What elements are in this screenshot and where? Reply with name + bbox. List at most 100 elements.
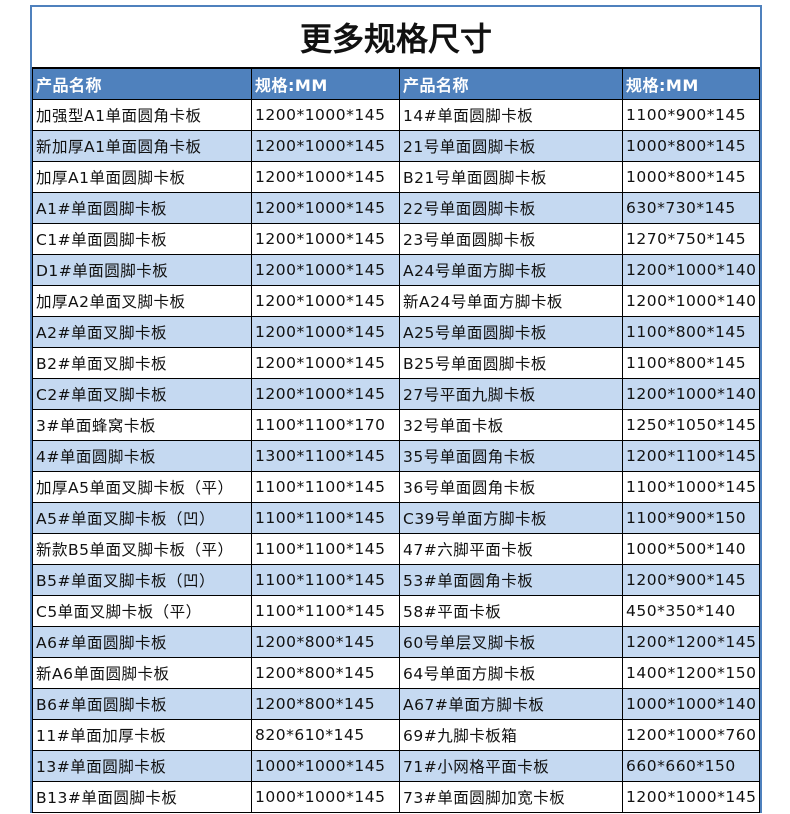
spec-cell: 1000*1000*145	[251, 750, 400, 782]
spec-cell: 1200*1000*145	[622, 781, 760, 813]
spec-cell: 1100*900*145	[622, 99, 760, 131]
product-name-cell: B6#单面圆脚卡板	[32, 688, 252, 720]
header-row: 产品名称 规格:MM 产品名称 规格:MM	[32, 68, 760, 100]
product-name-cell: B5#单面叉脚卡板（凹）	[32, 564, 252, 596]
product-name-cell: 69#九脚卡板箱	[399, 719, 623, 751]
product-name-cell: 新款B5单面叉脚卡板（平）	[32, 533, 252, 565]
product-name-cell: 21号单面圆脚卡板	[399, 130, 623, 162]
spec-cell: 1200*1000*140	[622, 254, 760, 286]
table-row: A5#单面叉脚卡板（凹） 1100*1100*145 C39号单面方脚卡板 1100*…	[32, 502, 760, 534]
table-row: B13#单面圆脚卡板 1000*1000*145 73#单面圆脚加宽卡板 1200*1…	[32, 781, 760, 813]
product-name-cell: 73#单面圆脚加宽卡板	[399, 781, 623, 813]
product-name-cell: C2#单面叉脚卡板	[32, 378, 252, 410]
table-row: C1#单面圆脚卡板 1200*1000*145 23号单面圆脚卡板 1270*750*…	[32, 223, 760, 255]
table-row: 加厚A2单面叉脚卡板 1200*1000*145 新A24号单面方脚卡板 1200*1…	[32, 285, 760, 317]
product-name-cell: 27号平面九脚卡板	[399, 378, 623, 410]
product-name-cell: 13#单面圆脚卡板	[32, 750, 252, 782]
product-name-cell: C39号单面方脚卡板	[399, 502, 623, 534]
product-name-cell: 新A6单面圆脚卡板	[32, 657, 252, 689]
product-name-cell: 23号单面圆脚卡板	[399, 223, 623, 255]
product-name-cell: 71#小网格平面卡板	[399, 750, 623, 782]
spec-cell: 1300*1100*145	[251, 440, 400, 472]
spec-cell: 1200*1200*145	[622, 626, 760, 658]
product-name-cell: A24号单面方脚卡板	[399, 254, 623, 286]
table-row: B6#单面圆脚卡板 1200*800*145 A67#单面方脚卡板 1000*1000…	[32, 688, 760, 720]
spec-cell: 1200*1000*760	[622, 719, 760, 751]
table-row: 新加厚A1单面圆角卡板 1200*1000*145 21号单面圆脚卡板 1000*80…	[32, 130, 760, 162]
spec-cell: 1200*1000*145	[251, 378, 400, 410]
spec-cell: 1200*1000*145	[251, 99, 400, 131]
product-name-cell: 36号单面圆角卡板	[399, 471, 623, 503]
product-name-cell: A6#单面圆脚卡板	[32, 626, 252, 658]
spec-cell: 1000*1000*140	[622, 688, 760, 720]
product-name-cell: 11#单面加厚卡板	[32, 719, 252, 751]
spec-cell: 1250*1050*145	[622, 409, 760, 441]
spec-cell: 1000*500*140	[622, 533, 760, 565]
table-row: A1#单面圆脚卡板 1200*1000*145 22号单面圆脚卡板 630*730*1…	[32, 192, 760, 224]
spec-cell: 1200*1000*145	[251, 316, 400, 348]
table-row: 4#单面圆脚卡板 1300*1100*145 35号单面圆角卡板 1200*1100*…	[32, 440, 760, 472]
spec-cell: 1200*1000*145	[251, 254, 400, 286]
product-name-cell: C1#单面圆脚卡板	[32, 223, 252, 255]
spec-cell: 1200*1000*145	[251, 223, 400, 255]
spec-cell: 1400*1200*150	[622, 657, 760, 689]
product-name-cell: 加厚A1单面圆脚卡板	[32, 161, 252, 193]
table-row: A6#单面圆脚卡板 1200*800*145 60号单层叉脚卡板 1200*1200*…	[32, 626, 760, 658]
table-row: 加强型A1单面圆角卡板 1200*1000*145 14#单面圆脚卡板 1100*90…	[32, 99, 760, 131]
spec-cell: 1200*800*145	[251, 626, 400, 658]
spec-sheet: 更多规格尺寸 产品名称 规格:MM 产品名称 规格:MM 加强型A1单面圆角卡板…	[30, 5, 762, 813]
product-name-cell: B2#单面叉脚卡板	[32, 347, 252, 379]
spec-cell: 1200*900*145	[622, 564, 760, 596]
table-row: 新A6单面圆脚卡板 1200*800*145 64号单面方脚卡板 1400*1200*…	[32, 657, 760, 689]
spec-cell: 1200*1000*140	[622, 285, 760, 317]
spec-cell: 1100*1100*170	[251, 409, 400, 441]
product-name-cell: A25号单面圆脚卡板	[399, 316, 623, 348]
spec-cell: 450*350*140	[622, 595, 760, 627]
product-name-cell: A67#单面方脚卡板	[399, 688, 623, 720]
header-spec: 规格:MM	[622, 68, 760, 100]
table-row: A2#单面叉脚卡板 1200*1000*145 A25号单面圆脚卡板 1100*800…	[32, 316, 760, 348]
spec-cell: 1100*800*145	[622, 316, 760, 348]
spec-cell: 1270*750*145	[622, 223, 760, 255]
spec-cell: 1100*900*150	[622, 502, 760, 534]
product-name-cell: 新A24号单面方脚卡板	[399, 285, 623, 317]
product-name-cell: 4#单面圆脚卡板	[32, 440, 252, 472]
product-name-cell: 35号单面圆角卡板	[399, 440, 623, 472]
product-name-cell: B13#单面圆脚卡板	[32, 781, 252, 813]
spec-cell: 1200*1000*145	[251, 347, 400, 379]
product-name-cell: 加强型A1单面圆角卡板	[32, 99, 252, 131]
table-row: 加厚A1单面圆脚卡板 1200*1000*145 B21号单面圆脚卡板 1000*80…	[32, 161, 760, 193]
table-row: B2#单面叉脚卡板 1200*1000*145 B25号单面圆脚卡板 1100*800…	[32, 347, 760, 379]
header-spec: 规格:MM	[251, 68, 400, 100]
product-name-cell: A2#单面叉脚卡板	[32, 316, 252, 348]
spec-cell: 1200*1000*140	[622, 378, 760, 410]
product-name-cell: 新加厚A1单面圆角卡板	[32, 130, 252, 162]
table-row: 3#单面蜂窝卡板 1100*1100*170 32号单面卡板 1250*1050*14…	[32, 409, 760, 441]
product-name-cell: 加厚A2单面叉脚卡板	[32, 285, 252, 317]
spec-cell: 1200*1000*145	[251, 285, 400, 317]
table-row: B5#单面叉脚卡板（凹） 1100*1100*145 53#单面圆角卡板 1200*9…	[32, 564, 760, 596]
product-name-cell: 53#单面圆角卡板	[399, 564, 623, 596]
table-row: 加厚A5单面叉脚卡板（平） 1100*1100*145 36号单面圆角卡板 1100*…	[32, 471, 760, 503]
spec-cell: 630*730*145	[622, 192, 760, 224]
page-title: 更多规格尺寸	[32, 7, 760, 68]
product-name-cell: 32号单面卡板	[399, 409, 623, 441]
product-name-cell: 22号单面圆脚卡板	[399, 192, 623, 224]
product-name-cell: D1#单面圆脚卡板	[32, 254, 252, 286]
table-row: 11#单面加厚卡板 820*610*145 69#九脚卡板箱 1200*1000*76…	[32, 719, 760, 751]
spec-cell: 1100*1100*145	[251, 533, 400, 565]
spec-cell: 1200*800*145	[251, 657, 400, 689]
spec-table: 产品名称 规格:MM 产品名称 规格:MM 加强型A1单面圆角卡板 1200*10…	[32, 68, 760, 813]
product-name-cell: 14#单面圆脚卡板	[399, 99, 623, 131]
spec-cell: 660*660*150	[622, 750, 760, 782]
spec-cell: 1000*800*145	[622, 161, 760, 193]
product-name-cell: A1#单面圆脚卡板	[32, 192, 252, 224]
header-product-name: 产品名称	[32, 68, 252, 100]
product-name-cell: B25号单面圆脚卡板	[399, 347, 623, 379]
table-row: 13#单面圆脚卡板 1000*1000*145 71#小网格平面卡板 660*660*…	[32, 750, 760, 782]
spec-cell: 1200*1000*145	[251, 130, 400, 162]
product-name-cell: C5单面叉脚卡板（平）	[32, 595, 252, 627]
header-product-name: 产品名称	[399, 68, 623, 100]
spec-cell: 1200*1000*145	[251, 192, 400, 224]
spec-cell: 1100*1100*145	[251, 471, 400, 503]
